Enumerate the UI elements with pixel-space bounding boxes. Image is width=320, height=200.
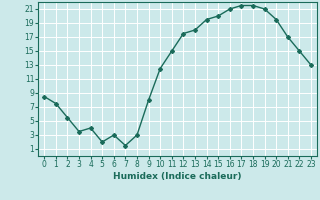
X-axis label: Humidex (Indice chaleur): Humidex (Indice chaleur) [113,172,242,181]
